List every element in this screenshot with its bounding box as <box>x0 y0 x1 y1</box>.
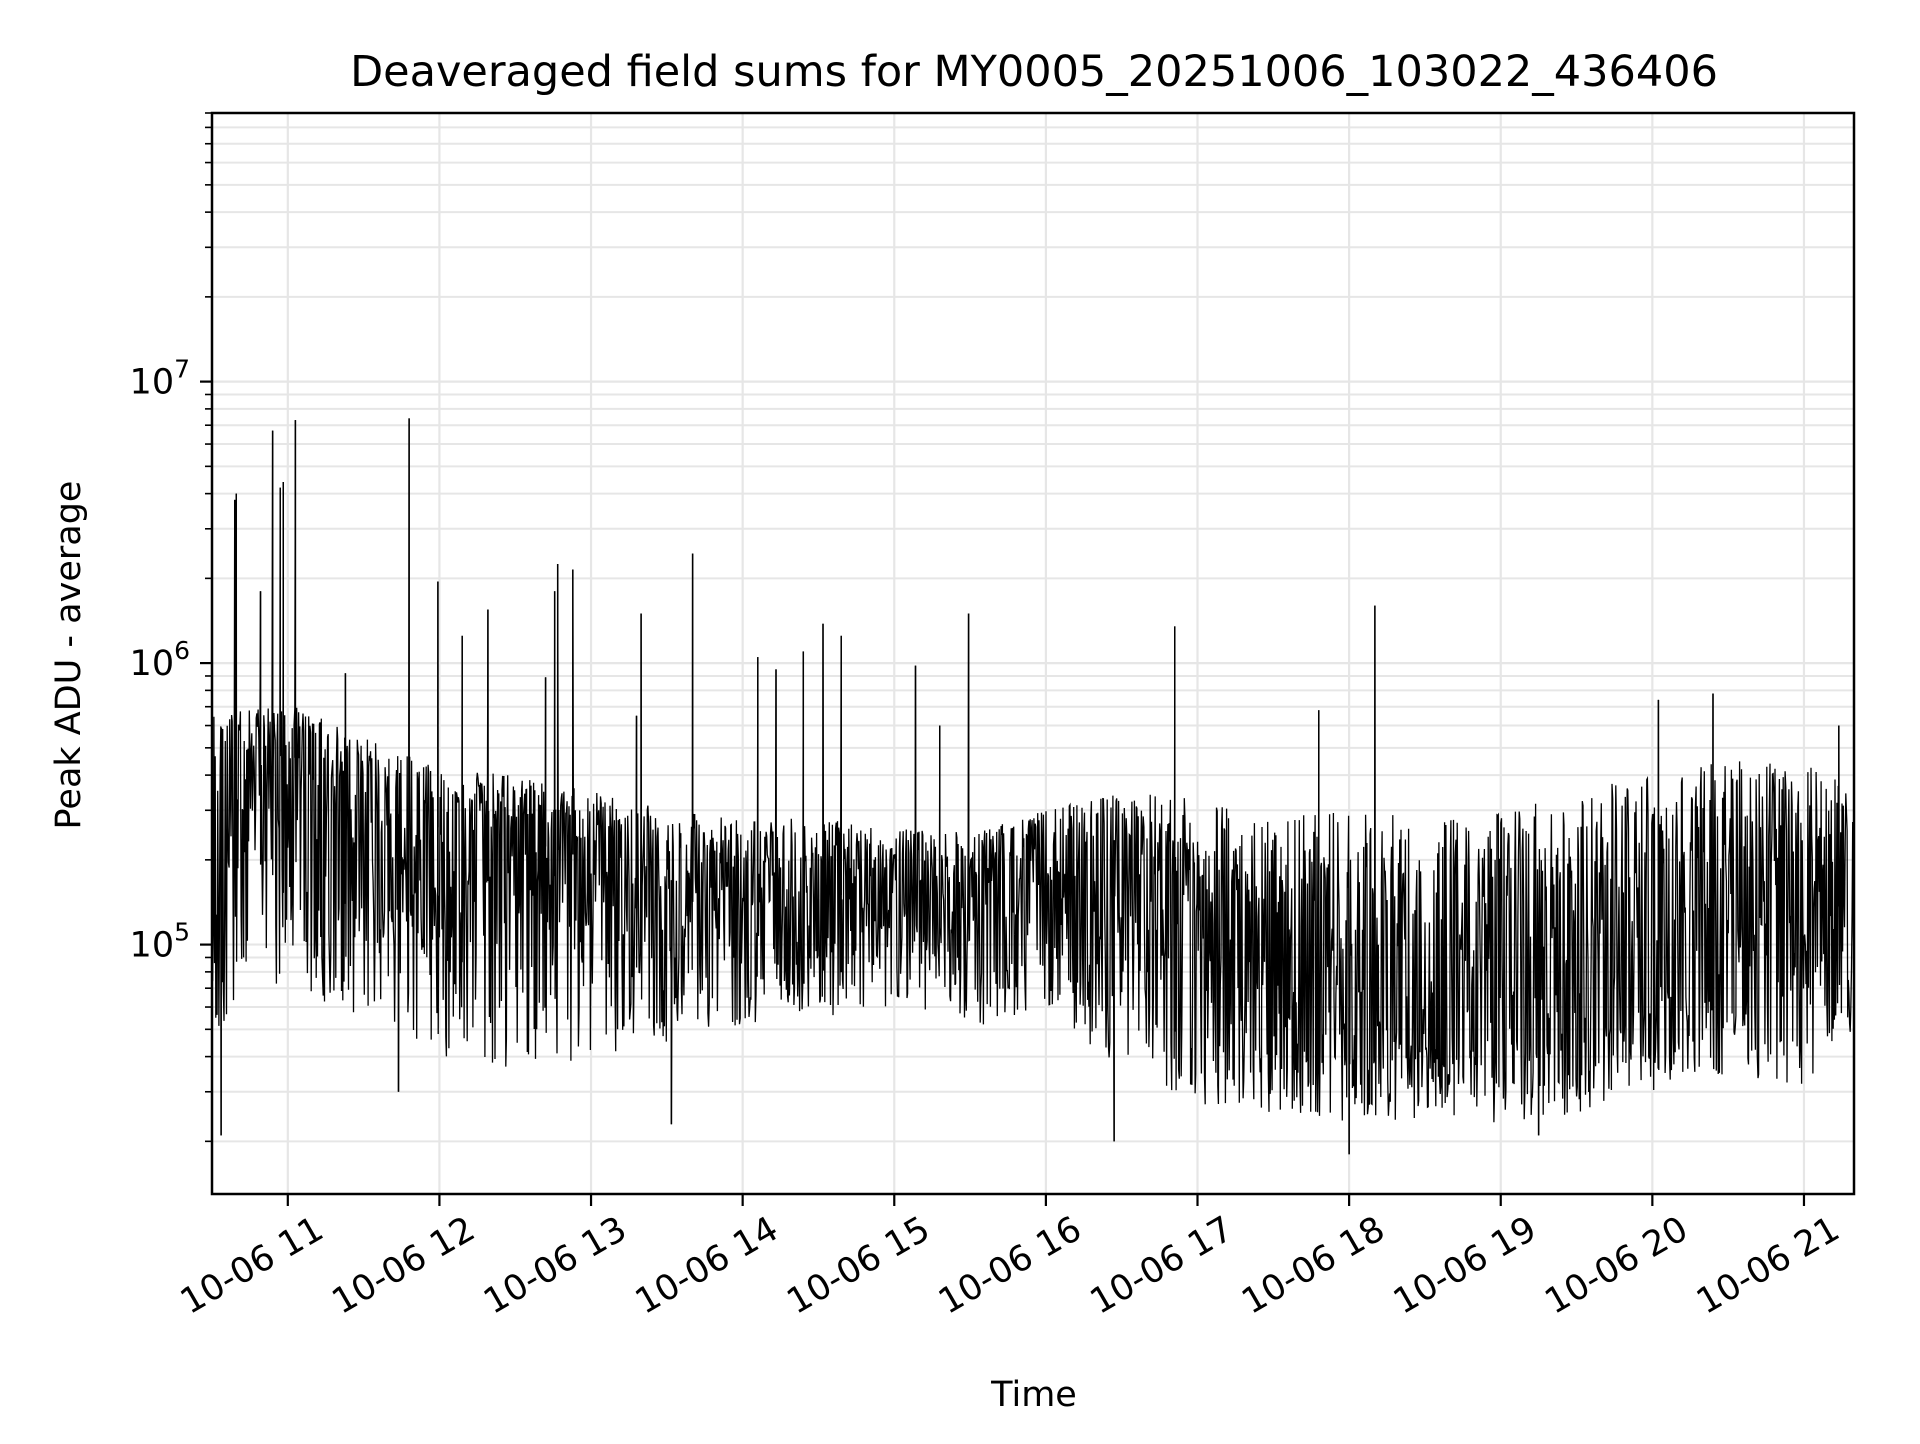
y-tick-exponent: 7 <box>174 355 190 384</box>
y-axis-label: Peak ADU - average <box>49 481 89 830</box>
y-tick-exponent: 6 <box>174 636 190 665</box>
y-tick-base: 10 <box>130 644 175 684</box>
x-axis-label: Time <box>990 1375 1077 1415</box>
y-tick-base: 10 <box>130 926 175 966</box>
y-tick-label: 105 <box>130 918 190 966</box>
chart-title: Deaveraged field sums for MY0005_2025100… <box>350 47 1718 97</box>
plot-frame <box>210 111 1856 1196</box>
y-tick-label: 106 <box>130 636 190 684</box>
data-series-line <box>212 418 1854 1155</box>
y-tick-label: 107 <box>130 355 190 403</box>
series-layer <box>212 418 1854 1155</box>
y-tick-exponent: 5 <box>174 918 190 947</box>
y-tick-base: 10 <box>130 363 175 403</box>
